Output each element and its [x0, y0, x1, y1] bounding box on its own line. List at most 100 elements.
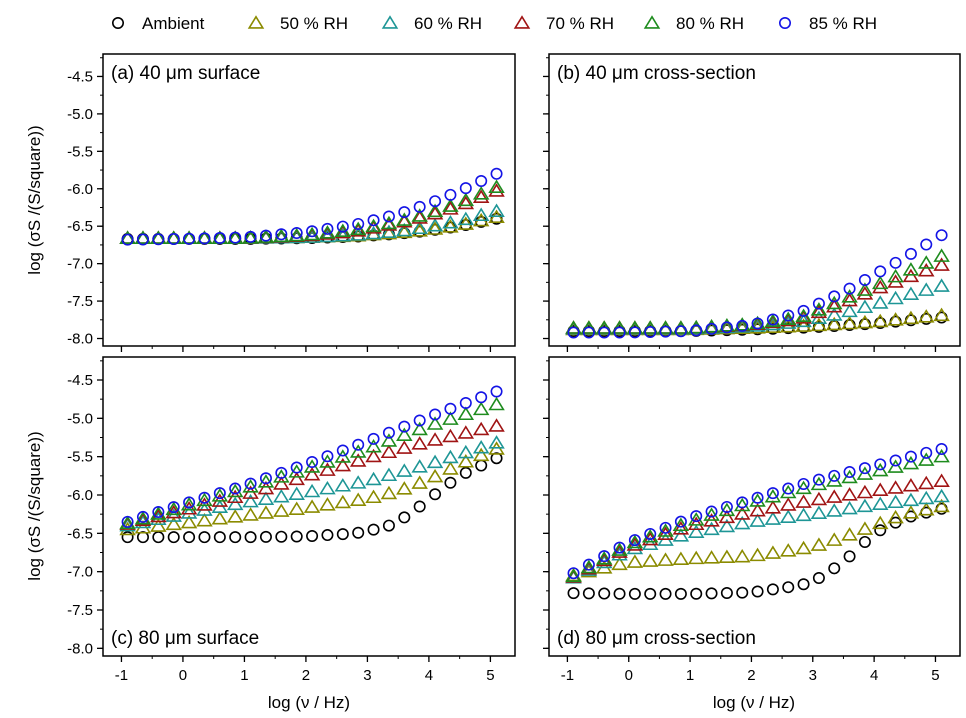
plot-frame — [102, 53, 516, 347]
axes — [543, 57, 937, 352]
data-point — [352, 438, 365, 451]
data-point — [167, 531, 180, 544]
data-point — [121, 531, 134, 544]
data-point — [229, 531, 242, 544]
x-tick-label: -1 — [561, 667, 574, 684]
y-tick-label: -6.0 — [67, 487, 93, 504]
data-point — [626, 554, 644, 568]
data-point — [180, 497, 198, 511]
data-point — [657, 523, 674, 537]
data-point — [751, 585, 764, 598]
data-point — [152, 233, 165, 246]
data-point — [180, 501, 198, 515]
data-point — [887, 480, 904, 494]
legend-item: 85 % RH — [778, 14, 877, 33]
data-point — [690, 324, 703, 337]
data-point — [872, 482, 889, 497]
data-point — [933, 248, 950, 262]
data-point — [795, 540, 812, 555]
data-point — [902, 262, 920, 276]
y-tick-label: -7.5 — [67, 602, 93, 619]
data-point — [444, 476, 457, 489]
data-point — [319, 462, 336, 476]
triangle-marker-icon — [381, 15, 399, 29]
data-point — [167, 501, 180, 514]
panel-d: -1 0 1 2 3 4 5 (d) 80 μm cross-section — [543, 356, 961, 684]
data-point — [613, 587, 626, 600]
data-point — [933, 498, 950, 513]
data-point — [580, 320, 598, 334]
x-tick-label: -1 — [115, 667, 128, 684]
series-ambient — [121, 452, 503, 544]
data-point — [288, 501, 305, 515]
data-point — [933, 278, 950, 292]
data-point — [935, 442, 948, 455]
data-point — [644, 587, 657, 600]
data-point — [259, 229, 272, 242]
data-point — [411, 459, 428, 473]
plot-frame — [102, 356, 516, 657]
data-point — [213, 487, 226, 500]
data-point — [626, 534, 644, 549]
data-point — [367, 523, 380, 536]
data-point — [810, 302, 828, 316]
data-point — [797, 304, 810, 317]
data-point — [321, 529, 334, 542]
data-point — [611, 320, 628, 334]
data-point — [306, 225, 319, 238]
data-point — [380, 215, 398, 230]
data-point — [336, 220, 349, 233]
data-point — [659, 587, 672, 600]
data-point — [567, 326, 580, 339]
data-point — [887, 312, 904, 326]
series-85-rh — [567, 442, 948, 580]
data-point — [303, 467, 321, 481]
data-point — [644, 527, 657, 540]
data-point — [659, 521, 672, 534]
data-point — [429, 488, 442, 501]
data-point — [488, 183, 505, 197]
data-point — [856, 466, 874, 480]
data-point — [690, 510, 703, 523]
data-point — [352, 217, 365, 230]
data-point — [795, 507, 812, 522]
data-point — [595, 320, 613, 334]
data-point — [902, 286, 920, 300]
data-point — [918, 255, 935, 269]
x-tick-label: 0 — [625, 667, 633, 684]
legend-item: 70 % RH — [513, 14, 614, 33]
data-point — [841, 289, 858, 303]
data-point — [349, 475, 367, 489]
data-point — [472, 186, 490, 200]
data-point — [812, 297, 825, 310]
triangle-marker-icon — [513, 15, 531, 29]
data-point — [841, 500, 858, 515]
data-point — [872, 313, 889, 328]
y-axis-title: log (σS /(S/square)) — [25, 125, 44, 274]
data-marks — [119, 167, 505, 246]
data-point — [736, 319, 749, 332]
data-point — [396, 440, 413, 454]
data-point — [872, 279, 889, 294]
x-axis-title: log (ν / Hz) — [268, 693, 350, 712]
x-tick-label: 0 — [179, 667, 187, 684]
data-point — [918, 452, 935, 466]
data-point — [795, 318, 812, 332]
data-point — [411, 210, 428, 224]
data-point — [904, 450, 917, 463]
data-point — [257, 480, 275, 495]
data-point — [349, 444, 367, 458]
data-point — [720, 500, 733, 513]
data-point — [444, 402, 457, 415]
data-point — [275, 228, 288, 241]
data-point — [303, 229, 321, 243]
data-point — [856, 498, 874, 513]
data-point — [457, 454, 475, 468]
data-point — [488, 418, 505, 432]
data-point — [841, 527, 858, 541]
data-point — [457, 444, 475, 459]
data-point — [411, 223, 428, 237]
series-85-rh — [567, 229, 948, 339]
data-point — [244, 230, 257, 243]
data-point — [779, 315, 797, 329]
